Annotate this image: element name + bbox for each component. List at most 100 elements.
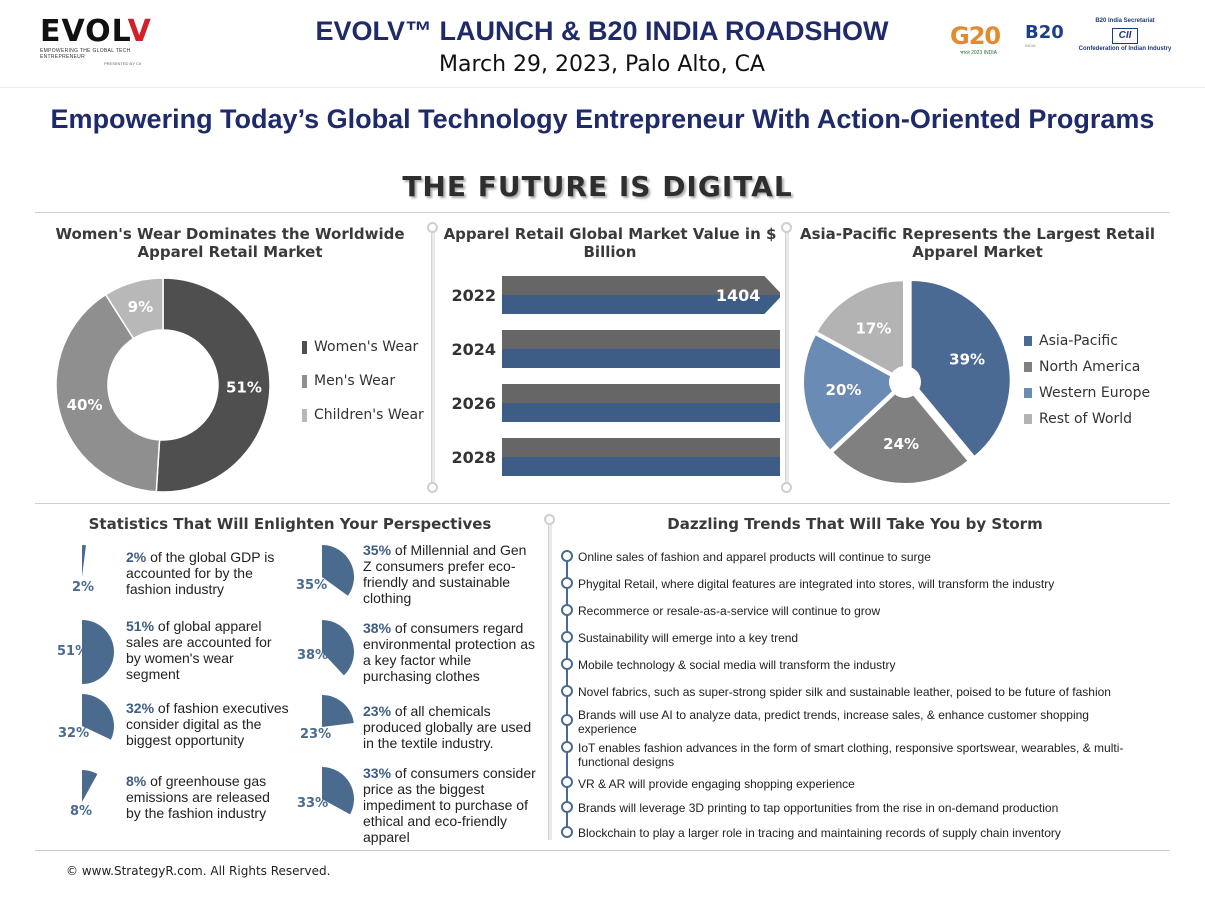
pie-chart-title: Asia-Pacific Represents the Largest Reta…: [800, 225, 1155, 261]
trend-item: Blockchain to play a larger role in trac…: [578, 826, 1061, 840]
stat-percent-label: 32%: [58, 726, 90, 741]
donut-chart: 51% 40% 9%: [55, 277, 271, 493]
stat-pie-wedge: [82, 620, 114, 684]
pie-slice-asia-pacific: [909, 278, 1012, 459]
cii-logo: B20 India Secretariat CII Confederation …: [1075, 18, 1175, 63]
bottom-divider: [35, 850, 1170, 851]
stat-description: 35% of Millennial and Gen Z consumers pr…: [363, 542, 533, 606]
stat-highlight: 51%: [126, 618, 155, 634]
stat-text: of Millennial and Gen Z consumers prefer…: [363, 542, 527, 606]
trend-bullet-icon: [561, 631, 573, 643]
stat-pie-icon: [82, 694, 114, 740]
divider-dot: [781, 222, 792, 233]
legend-swatch: [1024, 362, 1032, 372]
stat-text: of consumers regard environmental protec…: [363, 620, 535, 684]
trend-item: Brands will leverage 3D printing to tap …: [578, 801, 1059, 815]
legend-label: North America: [1039, 359, 1141, 375]
stat-pie-icon: [82, 620, 114, 684]
donut-label-women-s-wear: 51%: [226, 379, 262, 397]
trend-item: VR & AR will provide engaging shopping e…: [578, 777, 855, 791]
trend-item: Phygital Retail, where digital features …: [578, 577, 1055, 591]
stat-highlight: 23%: [363, 703, 392, 719]
stat-highlight: 8%: [126, 773, 147, 789]
g20-logo-sub: भारत 2023 INDIA: [960, 50, 997, 56]
bar-2022: [502, 276, 780, 314]
bar-bottom-2024: [502, 349, 780, 368]
stat-pie-icon: [322, 695, 354, 727]
pie-center-hole: [889, 366, 921, 398]
evolv-logo: EVOLV EMPOWERING THE GLOBAL TECH ENTREPR…: [40, 14, 170, 67]
bar-category-label: 2024: [451, 340, 496, 359]
pie-chart: 39% 24% 20% 17%: [802, 278, 1012, 485]
stat-text: of the global GDP is accounted for by th…: [126, 549, 275, 597]
bar-top-2024: [502, 330, 780, 349]
bar-value-label: 1404: [716, 286, 761, 305]
bar-category-label: 2022: [451, 286, 496, 305]
pie-legend-item: North America: [1024, 354, 1150, 380]
stat-pie-icon: [322, 767, 354, 815]
donut-legend-item: Men's Wear: [302, 364, 424, 398]
stat-description: 2% of the global GDP is accounted for by…: [126, 549, 286, 597]
pie-legend-item: Asia-Pacific: [1024, 328, 1150, 354]
trend-bullet-icon: [561, 577, 573, 589]
stat-description: 23% of all chemicals produced globally a…: [363, 703, 543, 751]
donut-legend: Women's Wear Men's Wear Children's Wear: [302, 330, 424, 432]
evolv-logo-wordmark: EVOLV: [40, 14, 152, 49]
legend-swatch: [1024, 414, 1032, 424]
header-bar: EVOLV EMPOWERING THE GLOBAL TECH ENTREPR…: [0, 0, 1205, 88]
donut-slice-men-s-wear: [55, 293, 161, 493]
legend-swatch: [1024, 388, 1032, 398]
stat-percent-label: 51%: [57, 644, 89, 659]
stat-pie-wedge: [322, 767, 354, 815]
stat-text: of greenhouse gas emissions are released…: [126, 773, 270, 821]
column-divider-1: [431, 228, 435, 488]
trend-item: Sustainability will emerge into a key tr…: [578, 631, 799, 645]
stat-highlight: 2%: [126, 549, 147, 565]
donut-slice-women-s-wear: [155, 277, 271, 493]
legend-label: Children's Wear: [314, 407, 424, 423]
bar-top-2028: [502, 438, 780, 457]
legend-label: Women's Wear: [314, 339, 419, 355]
stat-highlight: 33%: [363, 765, 392, 781]
bar-bottom-2022: [502, 295, 780, 314]
donut-legend-item: Women's Wear: [302, 330, 424, 364]
stat-pie-icon: [322, 545, 354, 596]
trend-item: Recommerce or resale-as-a-service will c…: [578, 604, 881, 618]
stat-percent-label: 2%: [72, 580, 95, 595]
pie-legend-item: Western Europe: [1024, 380, 1150, 406]
stat-percent-label: 8%: [70, 804, 93, 819]
divider-dot: [781, 482, 792, 493]
stat-text: of all chemicals produced globally are u…: [363, 703, 532, 751]
column-divider-2: [785, 228, 789, 488]
divider-dot: [544, 514, 555, 525]
legend-swatch: [302, 340, 307, 354]
trend-bullet-icon: [561, 776, 573, 788]
bar-chart-title: Apparel Retail Global Market Value in $ …: [443, 225, 777, 261]
stat-percent-label: 23%: [300, 727, 332, 742]
stat-text: of global apparel sales are accounted fo…: [126, 618, 272, 682]
trend-item: IoT enables fashion advances in the form…: [578, 741, 1124, 769]
middle-divider: [35, 503, 1170, 504]
legend-label: Western Europe: [1039, 385, 1151, 401]
pie-slice-north-america: [830, 382, 971, 485]
event-date: March 29, 2023, Palo Alto, CA: [439, 52, 765, 77]
bar-bottom-2028: [502, 457, 780, 476]
pie-label-western-europe: 20%: [826, 381, 862, 399]
event-title: EVOLV™ LAUNCH & B20 INDIA ROADSHOW: [315, 16, 889, 46]
trend-item: Brands will use AI to analyze data, pred…: [578, 708, 1089, 736]
bar-category-label: 2028: [451, 448, 496, 467]
stat-highlight: 38%: [363, 620, 392, 636]
b20-logo-sub: INDIA: [1025, 43, 1036, 48]
divider-dot: [427, 222, 438, 233]
stat-pie-wedge: [322, 545, 354, 596]
trend-bullet-icon: [561, 714, 573, 726]
trend-item: Mobile technology & social media will tr…: [578, 658, 896, 672]
g20-logo-text: G20: [950, 22, 1001, 50]
legend-label: Men's Wear: [314, 373, 396, 389]
donut-legend-item: Children's Wear: [302, 398, 424, 432]
stat-description: 38% of consumers regard environmental pr…: [363, 620, 543, 684]
stat-pie-icon: [82, 545, 87, 577]
legend-swatch: [302, 408, 307, 422]
trends-title: Dazzling Trends That Will Take You by St…: [667, 515, 1043, 533]
pie-slice-western-europe: [802, 332, 905, 453]
